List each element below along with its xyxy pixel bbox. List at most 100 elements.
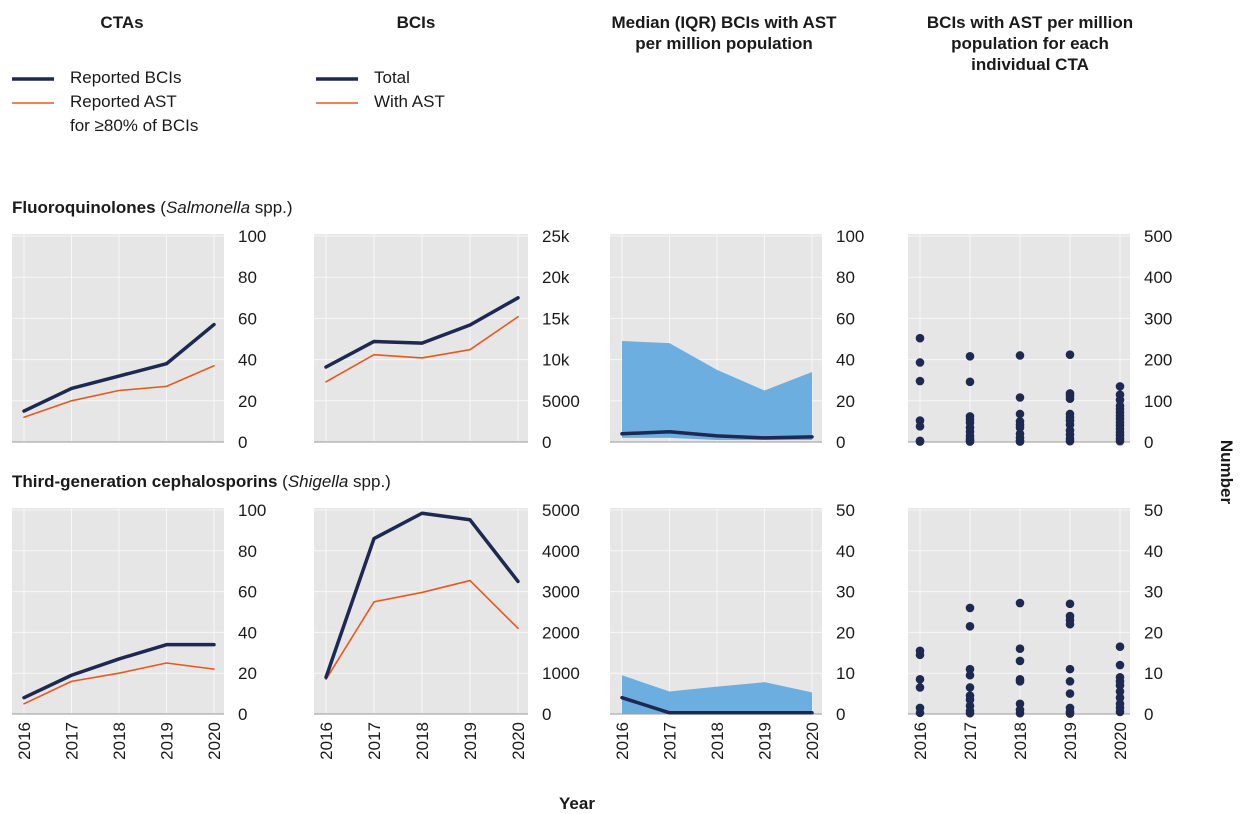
y-tick-label: 100 xyxy=(238,227,266,246)
y-tick-label: 2000 xyxy=(542,623,580,642)
y-tick-label: 10 xyxy=(836,664,855,683)
legend-label-with-ast: With AST xyxy=(374,92,445,111)
x-tick-label: 2016 xyxy=(15,722,34,760)
y-tick-label: 100 xyxy=(836,227,864,246)
scatter-point xyxy=(915,708,925,718)
scatter-point xyxy=(915,422,925,431)
y-tick-label: 10 xyxy=(1144,664,1163,683)
scatter-point xyxy=(1015,437,1025,446)
y-tick-label: 30 xyxy=(1144,583,1163,602)
y-tick-label: 30 xyxy=(836,583,855,602)
x-axis-title: Year xyxy=(559,794,595,813)
median-line xyxy=(620,429,814,440)
scatter-point xyxy=(1015,393,1025,402)
scatter-point xyxy=(1065,689,1075,698)
column-title-individual: BCIs with AST per million population for… xyxy=(926,13,1134,74)
row-title-cephalosporins: Third-generation cephalosporins (Shigell… xyxy=(12,472,391,491)
x-tick-label: 2019 xyxy=(461,722,480,760)
scatter-point xyxy=(1065,350,1075,359)
row-title-fluoroquinolones: Fluoroquinolones (Salmonella spp.) xyxy=(12,198,293,217)
x-tick-label: 2017 xyxy=(365,722,384,760)
y-tick-label: 40 xyxy=(836,351,855,370)
legend-item-reported-bcis: Reported BCIs xyxy=(12,66,272,90)
scatter-point xyxy=(1015,699,1025,709)
series-line-navy xyxy=(324,511,520,680)
series-line-navy xyxy=(22,642,216,700)
median-line xyxy=(620,695,814,715)
legend-label-reported-ast: Reported AST xyxy=(70,92,177,111)
scatter-point xyxy=(915,358,925,367)
y-tick-label: 40 xyxy=(836,542,855,561)
x-tick-label: 2018 xyxy=(110,722,129,760)
y-tick-label: 200 xyxy=(1144,351,1172,370)
y-tick-label: 25k xyxy=(542,227,570,246)
x-tick-label: 2017 xyxy=(63,722,82,760)
series-line-navy xyxy=(324,296,520,369)
scatter-point xyxy=(1065,436,1075,446)
y-tick-label: 500 xyxy=(1144,227,1172,246)
row-title-suffix: spp.) xyxy=(250,198,293,217)
x-tick-label: 2019 xyxy=(1061,722,1080,760)
y-tick-label: 0 xyxy=(238,705,247,724)
chart-panel-fq-ctas: 0 20 40 60 80 100 xyxy=(12,227,266,452)
scatter-point xyxy=(965,708,975,718)
scatter-point xyxy=(1015,423,1025,432)
y-tick-label: 20 xyxy=(1144,623,1163,642)
panel-background xyxy=(314,234,528,442)
scatter-point xyxy=(1115,687,1125,696)
y-tick-label: 80 xyxy=(238,268,257,287)
legend-swatch-navy xyxy=(316,77,358,81)
scatter-point xyxy=(915,650,925,660)
row-title-drug: Third-generation cephalosporins xyxy=(12,472,278,491)
y-tick-label: 10k xyxy=(542,351,570,370)
row-title-drug: Fluoroquinolones xyxy=(12,198,156,217)
scatter-point xyxy=(1115,660,1125,670)
x-tick-label: 2017 xyxy=(661,722,680,760)
y-tick-label: 50 xyxy=(1144,501,1163,520)
legend-item-with-ast: With AST xyxy=(316,90,516,114)
x-tick-label: 2020 xyxy=(803,722,822,760)
y-tick-label: 100 xyxy=(238,501,266,520)
x-tick-label: 2020 xyxy=(1111,722,1130,760)
scatter-point xyxy=(965,621,975,631)
scatter-point xyxy=(915,333,925,343)
y-tick-label: 100 xyxy=(1144,392,1172,411)
legend-swatch-orange xyxy=(12,102,54,104)
y-tick-label: 15k xyxy=(542,309,570,328)
scatter-point xyxy=(1115,382,1125,391)
y-tick-label: 1000 xyxy=(542,664,580,683)
x-tick-label: 2019 xyxy=(756,722,775,760)
chart-panel-tg-individual: 0 10 20 30 40 50 2016 2017 2018 2019 2020 xyxy=(908,501,1163,760)
panel-background xyxy=(908,234,1130,442)
scatter-point xyxy=(1115,707,1125,717)
y-tick-label: 0 xyxy=(542,705,551,724)
x-tick-label: 2020 xyxy=(509,722,528,760)
y-tick-label: 40 xyxy=(238,351,257,370)
scatter-point xyxy=(1015,409,1025,419)
y-tick-label: 50 xyxy=(836,501,855,520)
scatter-point xyxy=(965,695,975,705)
scatter-point xyxy=(965,603,975,613)
column-title-median: Median (IQR) BCIs with AST per million p… xyxy=(611,13,837,53)
y-tick-label: 3000 xyxy=(542,583,580,602)
column-title-ctas: CTAs xyxy=(100,13,144,32)
scatter-point xyxy=(1115,681,1125,690)
legend-item-total: Total xyxy=(316,66,516,90)
x-tick-label: 2018 xyxy=(708,722,727,760)
y-tick-label: 80 xyxy=(238,542,257,561)
scatter-point xyxy=(1065,619,1075,629)
row-title-organism: Salmonella xyxy=(165,198,251,217)
row-title-suffix: spp.) xyxy=(348,472,391,491)
y-tick-label: 20 xyxy=(836,392,855,411)
scatter-point xyxy=(1065,664,1075,674)
column-title-bcis: BCIs xyxy=(396,13,436,32)
scatter-point xyxy=(965,683,975,692)
scatter-point xyxy=(915,376,925,386)
legend-ctas: Reported BCIs Reported AST for ≥80% of B… xyxy=(12,66,272,135)
iqr-band xyxy=(622,675,812,714)
legend-bcis: Total With AST xyxy=(316,66,516,114)
series-line-navy xyxy=(22,322,216,413)
y-tick-label: 60 xyxy=(238,583,257,602)
y-tick-label: 5000 xyxy=(542,501,580,520)
